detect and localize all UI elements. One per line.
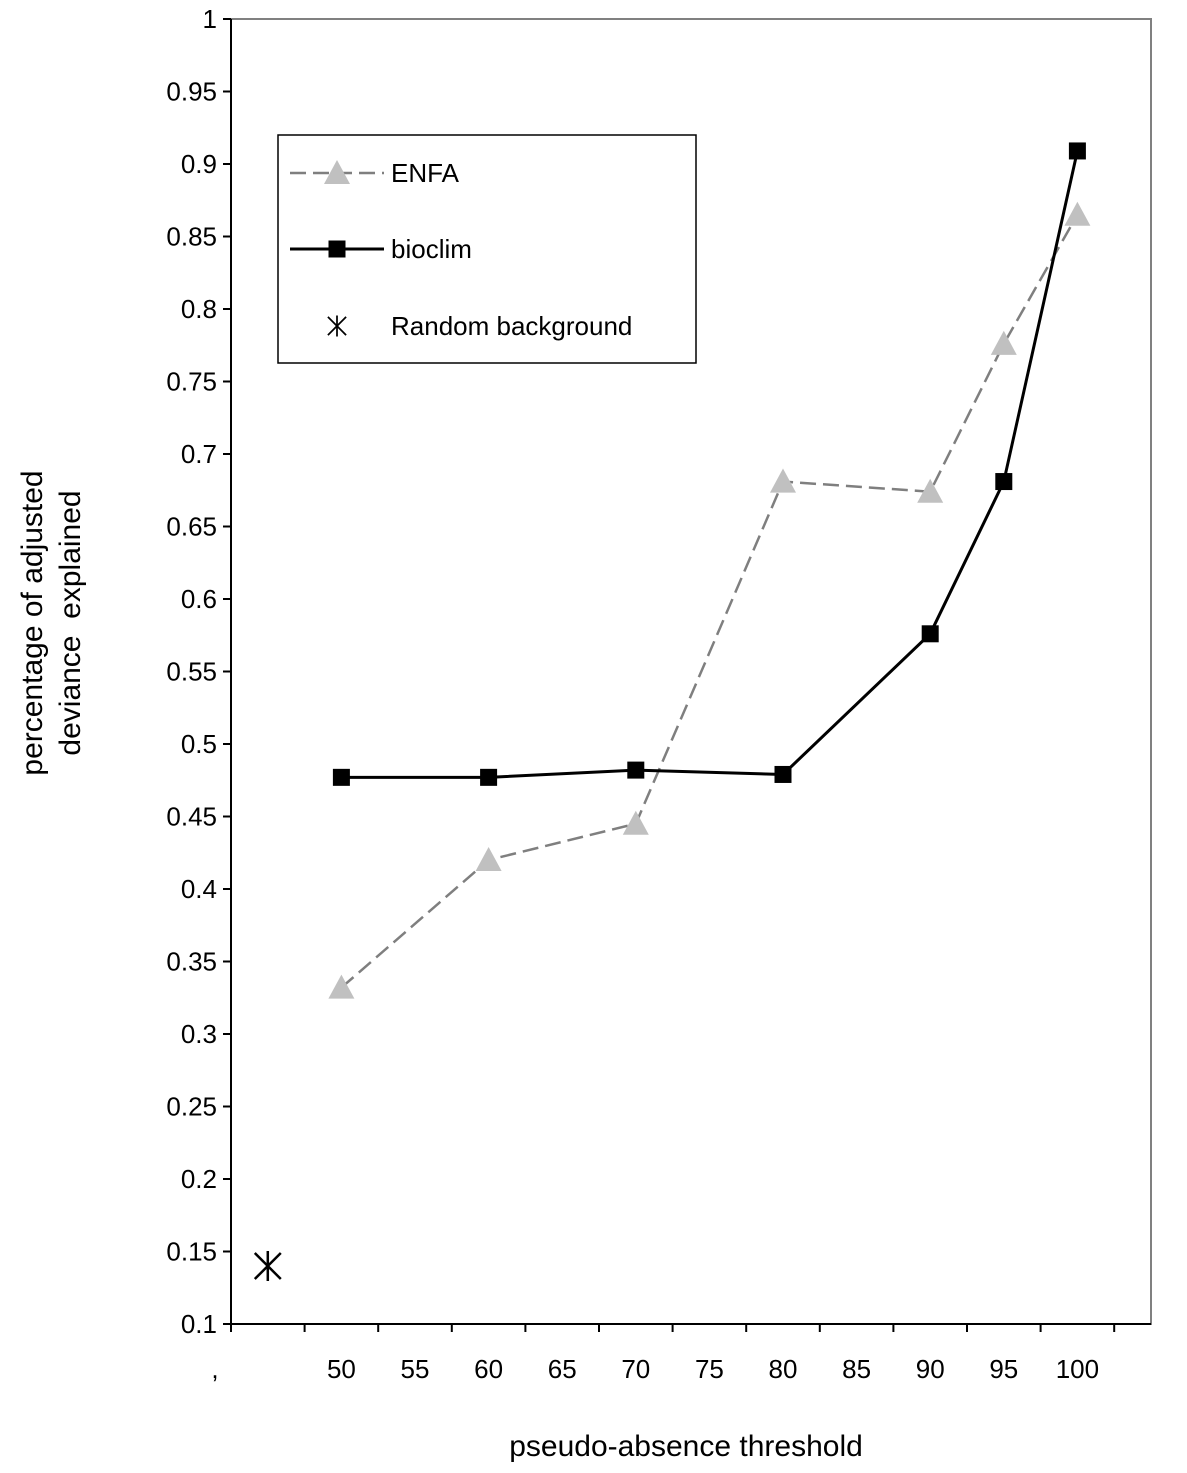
legend-item-bioclim: bioclim [290,234,472,264]
data-point-asterisk [253,1251,282,1281]
legend-marker [324,160,350,185]
data-point-triangle [475,847,502,872]
legend: ENFA bioclim Random background [277,134,697,364]
data-point-square [995,473,1013,491]
x-tick-label: 55 [401,1354,430,1384]
y-tick-label: 0.15 [166,1237,217,1267]
legend-label: bioclim [391,234,472,264]
legend-marker [327,315,347,337]
y-tick-label: 0.1 [181,1309,217,1339]
data-point-triangle [622,810,649,835]
x-tick-label: 100 [1056,1354,1099,1384]
legend-item-enfa: ENFA [290,158,460,188]
legend-marker [328,240,346,258]
x-tick-label: 85 [842,1354,871,1384]
data-point-square [332,768,350,786]
data-point-square [627,761,645,779]
x-tick-label: 70 [621,1354,650,1384]
x-tick-label: 60 [474,1354,503,1384]
y-tick-label: 0.6 [181,584,217,614]
y-tick-label: 0.65 [166,512,217,542]
y-tick-label: 0.35 [166,947,217,977]
legend-label: Random background [391,311,632,341]
x-tick-label: 50 [327,1354,356,1384]
x-tick-label: 75 [695,1354,724,1384]
y-tick-label: 0.55 [166,657,217,687]
y-tick-label: 0.45 [166,802,217,832]
data-point-square [921,625,939,643]
data-point-triangle [917,478,944,503]
y-axis-title-line-2: deviance explained [54,490,87,755]
y-tick-label: 0.3 [181,1019,217,1049]
x-tick-label: 95 [989,1354,1018,1384]
data-point-triangle [770,468,796,493]
x-tick-label: 80 [769,1354,798,1384]
y-tick-label: 0.2 [181,1164,217,1194]
y-tick-label: 0.95 [166,77,217,107]
y-tick-label: 0.25 [166,1092,217,1122]
data-point-triangle [990,330,1017,355]
data-point-square [480,768,498,786]
y-tick-label: 0.7 [181,439,217,469]
y-tick-label: 0.75 [166,367,217,397]
legend-label: ENFA [391,158,460,188]
data-point-square [774,765,792,783]
x-tick-label: 90 [916,1354,945,1384]
legend-item-random-background: Random background [327,311,632,341]
data-point-triangle [328,974,355,999]
series-enfa [328,201,1091,999]
y-axis-title-line-1: percentage of adjusted [16,470,49,775]
y-tick-label: 0.5 [181,729,217,759]
series-bioclim [332,142,1086,786]
y-tick-label: 0.9 [181,149,217,179]
y-tick-label: 0.4 [181,874,217,904]
y-tick-label: 0.8 [181,294,217,324]
x-tick-label: , [211,1354,218,1384]
y-tick-label: 0.85 [166,222,217,252]
series-random-background [253,1251,282,1281]
x-tick-label: 65 [548,1354,577,1384]
x-axis-title: pseudo-absence threshold [509,1430,863,1463]
data-point-square [1068,142,1086,160]
y-tick-label: 1 [203,4,217,34]
data-point-triangle [1064,201,1091,226]
